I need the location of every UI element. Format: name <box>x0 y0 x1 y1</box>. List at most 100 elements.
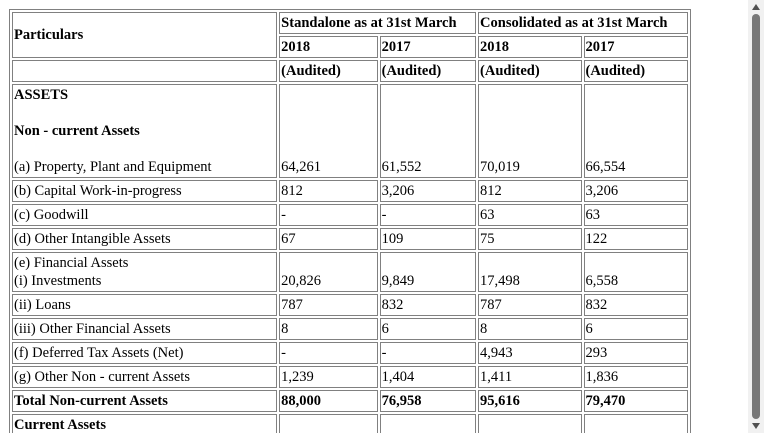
value-cell: 6 <box>583 318 688 340</box>
value-cell: 812 <box>279 180 378 202</box>
value-cell: 3,206 <box>583 180 688 202</box>
header-cell: Particulars <box>12 12 278 58</box>
value-cell: 812 <box>478 180 582 202</box>
table-row: Current Assets <box>12 414 688 433</box>
value-cell: 1,411 <box>478 366 582 388</box>
table-row: (e) Financial Assets (i) Investments 20,82… <box>12 252 688 292</box>
value-cell: 95,616 <box>478 390 582 412</box>
label-cell: (f) Deferred Tax Assets (Net) <box>12 342 278 364</box>
header-cell: Consolidated as at 31st March <box>478 12 688 34</box>
value-cell: 67 <box>279 228 378 250</box>
header-cell: 2018 <box>478 36 582 58</box>
label-cell: (ii) Loans <box>12 294 278 316</box>
row-label: (c) Goodwill <box>14 207 89 223</box>
row-label: Current Assets <box>14 417 106 433</box>
label-cell: Total Non-current Assets <box>12 390 278 412</box>
value-cell: 832 <box>379 294 477 316</box>
header-row: Particulars Standalone as at 31st March … <box>12 12 688 58</box>
value-cell: 109 <box>379 228 477 250</box>
table-row: (c) Goodwill - -63 63 <box>12 204 688 226</box>
label-cell: ASSETS Non - current Assets (a) Property, … <box>12 84 278 178</box>
value-cell: 64,261 <box>279 84 378 178</box>
value-cell: 9,849 <box>379 252 477 292</box>
row-label: (d) Other Intangible Assets <box>14 231 171 247</box>
empty-cell <box>279 414 378 433</box>
value-cell: 1,836 <box>583 366 688 388</box>
empty-cell <box>478 414 582 433</box>
value-cell: 63 <box>583 204 688 226</box>
header-cell: 2017 <box>379 36 477 58</box>
value-cell: 4,943 <box>478 342 582 364</box>
table-row: (f) Deferred Tax Assets (Net) - -4,943 293 <box>12 342 688 364</box>
value-cell: 61,552 <box>379 84 477 178</box>
label-cell: Current Assets <box>12 414 278 433</box>
header-cell: 2018 <box>279 36 378 58</box>
value-cell: - <box>279 204 378 226</box>
row-label: Total Non-current Assets <box>14 393 168 409</box>
value-cell: 787 <box>279 294 378 316</box>
empty-cell <box>583 414 688 433</box>
table-row: (b) Capital Work-in-progress 812 3,206 812 3… <box>12 180 688 202</box>
value-cell: 17,498 <box>478 252 582 292</box>
value-cell: - <box>279 342 378 364</box>
header-cell: (Audited) <box>379 60 477 82</box>
value-cell: 70,019 <box>478 84 582 178</box>
scrollbar[interactable] <box>748 0 764 433</box>
scroll-thumb[interactable] <box>752 14 760 419</box>
table-row: (iii) Other Financial Assets 8 6 8 6 <box>12 318 688 340</box>
label-cell: (c) Goodwill <box>12 204 278 226</box>
empty-cell <box>379 414 477 433</box>
table-body: Particulars Standalone as at 31st March … <box>12 12 688 433</box>
row-label: (ii) Loans <box>14 297 71 313</box>
table-row: Total Non-current Assets 88,000 76,958 95,6… <box>12 390 688 412</box>
header-cell: 2017 <box>583 36 688 58</box>
label-cell: (iii) Other Financial Assets <box>12 318 278 340</box>
row-label: (i) Investments <box>14 273 102 289</box>
header-cell: (Audited) <box>279 60 378 82</box>
label-cell: (e) Financial Assets (i) Investments <box>12 252 278 292</box>
value-cell: 6 <box>379 318 477 340</box>
table-row: ASSETS Non - current Assets (a) Property, … <box>12 84 688 178</box>
header-row: 2018 2017 2018 2017 <box>12 36 688 58</box>
value-cell: 293 <box>583 342 688 364</box>
value-cell: - <box>379 204 477 226</box>
value-cell: 122 <box>583 228 688 250</box>
value-cell: 3,206 <box>379 180 477 202</box>
value-cell: 75 <box>478 228 582 250</box>
row-label: (b) Capital Work-in-progress <box>14 183 182 199</box>
value-cell: 1,404 <box>379 366 477 388</box>
table-row: (g) Other Non - current Assets 1,239 1,404… <box>12 366 688 388</box>
header-cell: Standalone as at 31st March <box>279 12 477 34</box>
value-cell: 66,554 <box>583 84 688 178</box>
section-heading: ASSETS <box>14 87 69 103</box>
table-row: (ii) Loans 787 832 787 832 <box>12 294 688 316</box>
table-row: (d) Other Intangible Assets 67 109 75 122 <box>12 228 688 250</box>
value-cell: 76,958 <box>379 390 477 412</box>
empty-cell <box>12 60 278 82</box>
value-cell: 88,000 <box>279 390 378 412</box>
scroll-down-arrow[interactable] <box>752 423 760 429</box>
value-cell: 20,826 <box>279 252 378 292</box>
value-cell: 6,558 <box>583 252 688 292</box>
value-cell: 832 <box>583 294 688 316</box>
value-cell: 787 <box>478 294 582 316</box>
row-label: (a) Property, Plant and Equipment <box>14 159 212 175</box>
row-label: (f) Deferred Tax Assets (Net) <box>14 345 184 361</box>
scroll-up-arrow[interactable] <box>752 4 760 10</box>
value-cell: 1,239 <box>279 366 378 388</box>
value-cell: - <box>379 342 477 364</box>
header-row: (Audited) (Audited) (Audited) (Audited) <box>12 60 688 82</box>
value-cell: 8 <box>279 318 378 340</box>
label-cell: (g) Other Non - current Assets <box>12 366 278 388</box>
section-heading: (e) Financial Assets <box>14 255 129 271</box>
label-cell: (d) Other Intangible Assets <box>12 228 278 250</box>
header-cell: (Audited) <box>583 60 688 82</box>
value-cell: 79,470 <box>583 390 688 412</box>
section-heading: Non - current Assets <box>14 123 140 139</box>
label-cell: (b) Capital Work-in-progress <box>12 180 278 202</box>
row-label: (iii) Other Financial Assets <box>14 321 171 337</box>
value-cell: 8 <box>478 318 582 340</box>
row-label: (g) Other Non - current Assets <box>14 369 190 385</box>
